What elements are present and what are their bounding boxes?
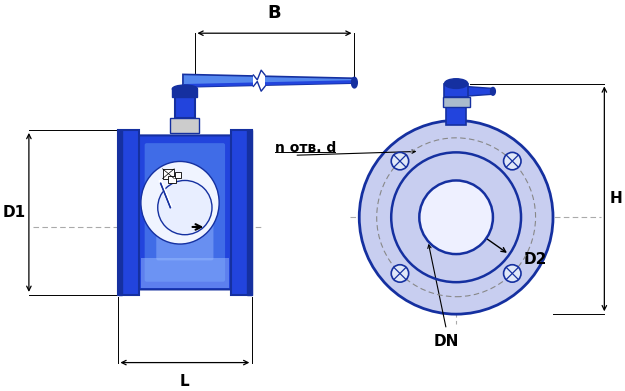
Circle shape [158,181,212,235]
Ellipse shape [491,88,496,95]
Text: D2: D2 [524,252,548,267]
Text: L: L [180,374,189,389]
FancyBboxPatch shape [156,184,214,260]
Polygon shape [118,130,139,295]
Polygon shape [183,80,354,87]
Ellipse shape [444,79,468,88]
Ellipse shape [351,77,358,88]
Text: B: B [268,4,281,22]
Polygon shape [248,130,252,295]
Text: H: H [609,191,622,206]
Polygon shape [446,93,466,125]
Ellipse shape [173,85,198,93]
Circle shape [419,181,493,254]
Circle shape [504,265,521,282]
Ellipse shape [141,161,219,244]
Polygon shape [183,74,354,87]
Circle shape [391,265,409,282]
Polygon shape [442,97,469,107]
Text: DN: DN [434,334,459,348]
FancyBboxPatch shape [137,135,233,289]
Polygon shape [141,258,229,287]
Polygon shape [171,118,199,133]
Polygon shape [173,89,198,97]
Circle shape [504,152,521,170]
Bar [175,172,181,178]
Polygon shape [231,130,253,295]
Text: D1: D1 [3,205,26,220]
Polygon shape [466,86,493,96]
Bar [162,169,174,179]
FancyBboxPatch shape [144,143,225,282]
Bar [168,176,176,183]
Circle shape [391,152,409,170]
Polygon shape [444,84,468,97]
Polygon shape [253,72,265,89]
Circle shape [359,120,553,314]
Polygon shape [175,89,194,118]
Polygon shape [118,130,122,295]
Text: n отв. d: n отв. d [275,140,336,154]
